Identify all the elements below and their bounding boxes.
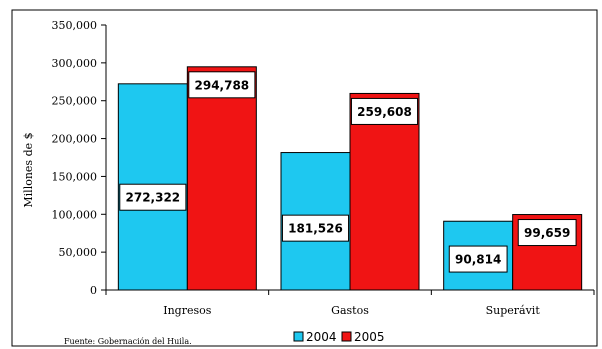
x-axis: Ingresos Gastos Superávit xyxy=(105,289,595,317)
data-label-box xyxy=(350,97,419,125)
legend-swatch xyxy=(341,331,352,342)
bar xyxy=(349,92,420,291)
y-tick-label: 200,000 xyxy=(52,133,98,146)
x-tick-label: Gastos xyxy=(331,304,369,317)
y-tick-label: 100,000 xyxy=(52,208,98,221)
x-tick-label: Superávit xyxy=(486,304,541,317)
data-label: 259,608 xyxy=(357,105,412,119)
source-note: Fuente: Gobernación del Huila. xyxy=(64,337,192,346)
legend-label: 2004 xyxy=(306,330,337,344)
data-label: 90,814 xyxy=(455,253,501,267)
bar xyxy=(186,66,257,291)
y-tick-label: 150,000 xyxy=(52,170,98,183)
y-tick-label: 250,000 xyxy=(52,95,98,108)
y-tick-label: 300,000 xyxy=(52,57,98,70)
y-axis: 0 50,000 100,000 150,000 200,000 250,000 300,0… xyxy=(52,19,107,297)
legend-swatch xyxy=(293,331,304,342)
data-label-box xyxy=(281,214,350,242)
legend: 2004 2005 xyxy=(293,330,385,344)
data-label-box xyxy=(448,245,508,273)
data-label-box xyxy=(517,219,577,247)
y-axis-label: Millones de $ xyxy=(22,132,35,207)
y-tick-label: 0 xyxy=(90,284,97,297)
data-label-box xyxy=(119,183,187,211)
data-label: 272,322 xyxy=(126,191,181,205)
legend-label: 2005 xyxy=(354,330,385,344)
data-label: 294,788 xyxy=(195,78,250,92)
data-label: 99,659 xyxy=(524,226,570,240)
data-label-box xyxy=(188,71,256,99)
y-tick-label: 50,000 xyxy=(59,246,98,259)
x-tick-label: Ingresos xyxy=(163,304,212,317)
bars: 272,322 294,788 181,526 259,608 90,814 99,659 xyxy=(117,66,583,291)
y-tick-label: 350,000 xyxy=(52,19,98,32)
data-label: 181,526 xyxy=(288,222,343,236)
